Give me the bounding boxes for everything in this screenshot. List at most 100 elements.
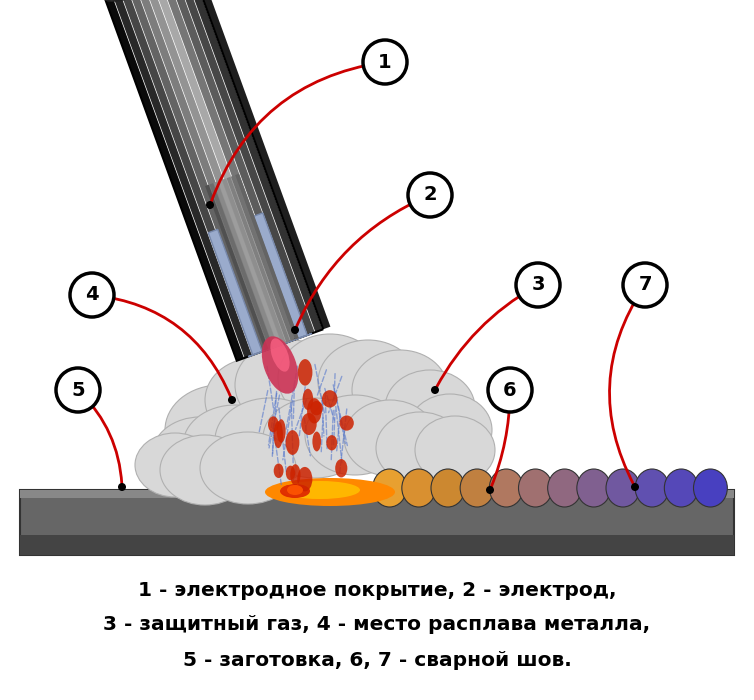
Ellipse shape (644, 476, 661, 484)
Polygon shape (105, 0, 244, 360)
Ellipse shape (152, 417, 248, 493)
Polygon shape (208, 230, 262, 355)
Ellipse shape (326, 435, 337, 450)
Ellipse shape (385, 370, 475, 446)
Text: 7: 7 (638, 276, 651, 295)
Ellipse shape (302, 389, 313, 410)
Ellipse shape (274, 421, 283, 448)
Ellipse shape (469, 476, 486, 484)
Circle shape (118, 483, 126, 491)
Text: 6: 6 (503, 381, 516, 400)
Ellipse shape (372, 469, 406, 507)
Ellipse shape (402, 469, 436, 507)
Ellipse shape (318, 340, 418, 424)
Ellipse shape (205, 358, 305, 442)
Ellipse shape (547, 469, 581, 507)
Text: 3: 3 (532, 276, 544, 295)
Polygon shape (192, 0, 330, 329)
Polygon shape (152, 0, 291, 344)
Polygon shape (160, 0, 299, 341)
Ellipse shape (664, 469, 698, 507)
Ellipse shape (307, 398, 322, 424)
Circle shape (486, 486, 494, 494)
Ellipse shape (160, 435, 250, 505)
Ellipse shape (215, 398, 325, 482)
Polygon shape (20, 490, 734, 498)
Polygon shape (113, 0, 252, 358)
Ellipse shape (519, 469, 553, 507)
Ellipse shape (287, 485, 303, 495)
Ellipse shape (298, 359, 312, 386)
Ellipse shape (606, 469, 640, 507)
Ellipse shape (344, 400, 436, 476)
Polygon shape (20, 535, 734, 555)
Ellipse shape (694, 469, 728, 507)
Polygon shape (121, 0, 259, 355)
Ellipse shape (702, 476, 719, 484)
Circle shape (623, 263, 667, 307)
Ellipse shape (336, 459, 348, 477)
Ellipse shape (105, 0, 192, 1)
Ellipse shape (135, 433, 215, 497)
Text: 2: 2 (423, 186, 437, 204)
Ellipse shape (268, 416, 279, 433)
Polygon shape (227, 177, 290, 343)
Ellipse shape (585, 476, 602, 484)
Circle shape (516, 263, 560, 307)
Ellipse shape (527, 476, 544, 484)
Ellipse shape (280, 484, 310, 498)
Polygon shape (176, 0, 314, 335)
Polygon shape (20, 490, 734, 555)
Polygon shape (253, 213, 307, 339)
Circle shape (408, 173, 452, 217)
Ellipse shape (312, 432, 321, 452)
Ellipse shape (271, 338, 290, 372)
Polygon shape (205, 185, 268, 351)
Ellipse shape (286, 430, 299, 455)
Circle shape (431, 386, 439, 394)
Circle shape (56, 368, 100, 412)
Circle shape (228, 396, 236, 404)
Ellipse shape (200, 432, 296, 504)
Text: 1 - электродное покрытие, 2 - электрод,: 1 - электродное покрытие, 2 - электрод, (138, 580, 616, 599)
Circle shape (488, 368, 532, 412)
Ellipse shape (277, 419, 286, 442)
Ellipse shape (286, 466, 295, 480)
Text: 3 - защитный газ, 4 - место расплава металла,: 3 - защитный газ, 4 - место расплава мет… (103, 615, 651, 634)
Polygon shape (218, 180, 281, 346)
Ellipse shape (297, 467, 312, 491)
Ellipse shape (183, 405, 287, 485)
Ellipse shape (235, 340, 345, 430)
Ellipse shape (408, 394, 492, 466)
Ellipse shape (460, 469, 494, 507)
Circle shape (70, 273, 114, 317)
Ellipse shape (339, 416, 354, 430)
Polygon shape (248, 333, 312, 356)
Ellipse shape (673, 476, 690, 484)
Ellipse shape (489, 469, 523, 507)
Ellipse shape (615, 476, 631, 484)
Ellipse shape (431, 469, 464, 507)
Ellipse shape (263, 398, 367, 478)
Circle shape (631, 483, 639, 491)
Ellipse shape (440, 476, 456, 484)
Polygon shape (168, 0, 307, 338)
Ellipse shape (274, 463, 284, 478)
Polygon shape (184, 0, 323, 332)
Polygon shape (145, 0, 284, 346)
Ellipse shape (301, 413, 317, 435)
Ellipse shape (262, 336, 298, 393)
Ellipse shape (280, 481, 360, 499)
Circle shape (206, 201, 214, 209)
Text: 4: 4 (85, 286, 99, 304)
Polygon shape (231, 175, 295, 341)
Ellipse shape (165, 385, 275, 475)
Text: 5: 5 (71, 381, 84, 400)
Polygon shape (129, 0, 268, 352)
Ellipse shape (352, 350, 448, 430)
Ellipse shape (415, 416, 495, 484)
Ellipse shape (635, 469, 669, 507)
Ellipse shape (322, 390, 338, 407)
Text: 5 - заготовка, 6, 7 - сварной шов.: 5 - заготовка, 6, 7 - сварной шов. (182, 650, 572, 669)
Polygon shape (235, 174, 299, 340)
